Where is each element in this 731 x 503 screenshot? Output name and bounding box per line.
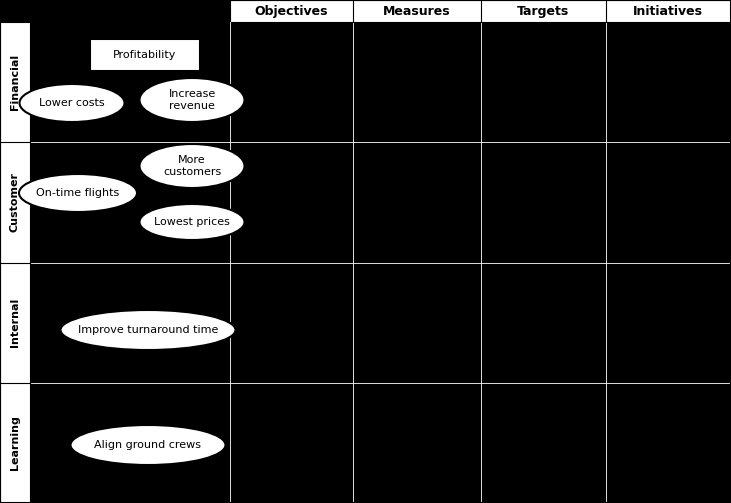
Text: Financial: Financial (10, 54, 20, 110)
Text: Improve turnaround time: Improve turnaround time (77, 325, 218, 335)
Text: Profitability: Profitability (113, 50, 177, 60)
Text: Align ground crews: Align ground crews (94, 440, 202, 450)
Bar (90, 39, 200, 71)
Text: Objectives: Objectives (254, 5, 328, 18)
Text: Initiatives: Initiatives (633, 5, 703, 18)
Text: Lowest prices: Lowest prices (154, 217, 230, 227)
Ellipse shape (140, 144, 244, 188)
Text: Customer: Customer (10, 173, 20, 232)
Text: Learning: Learning (10, 415, 20, 470)
Ellipse shape (140, 78, 244, 122)
Ellipse shape (140, 204, 244, 240)
Text: Targets: Targets (517, 5, 569, 18)
Ellipse shape (70, 425, 225, 465)
Bar (0, 22, 30, 503)
Ellipse shape (20, 84, 124, 122)
Ellipse shape (61, 310, 235, 350)
Ellipse shape (19, 174, 137, 212)
Text: Internal: Internal (10, 298, 20, 347)
Text: Lower costs: Lower costs (39, 98, 105, 108)
Text: Measures: Measures (383, 5, 450, 18)
Text: On-time flights: On-time flights (37, 188, 120, 198)
Text: Increase
revenue: Increase revenue (168, 89, 216, 111)
Bar (230, 0, 731, 22)
Text: More
customers: More customers (163, 155, 221, 177)
